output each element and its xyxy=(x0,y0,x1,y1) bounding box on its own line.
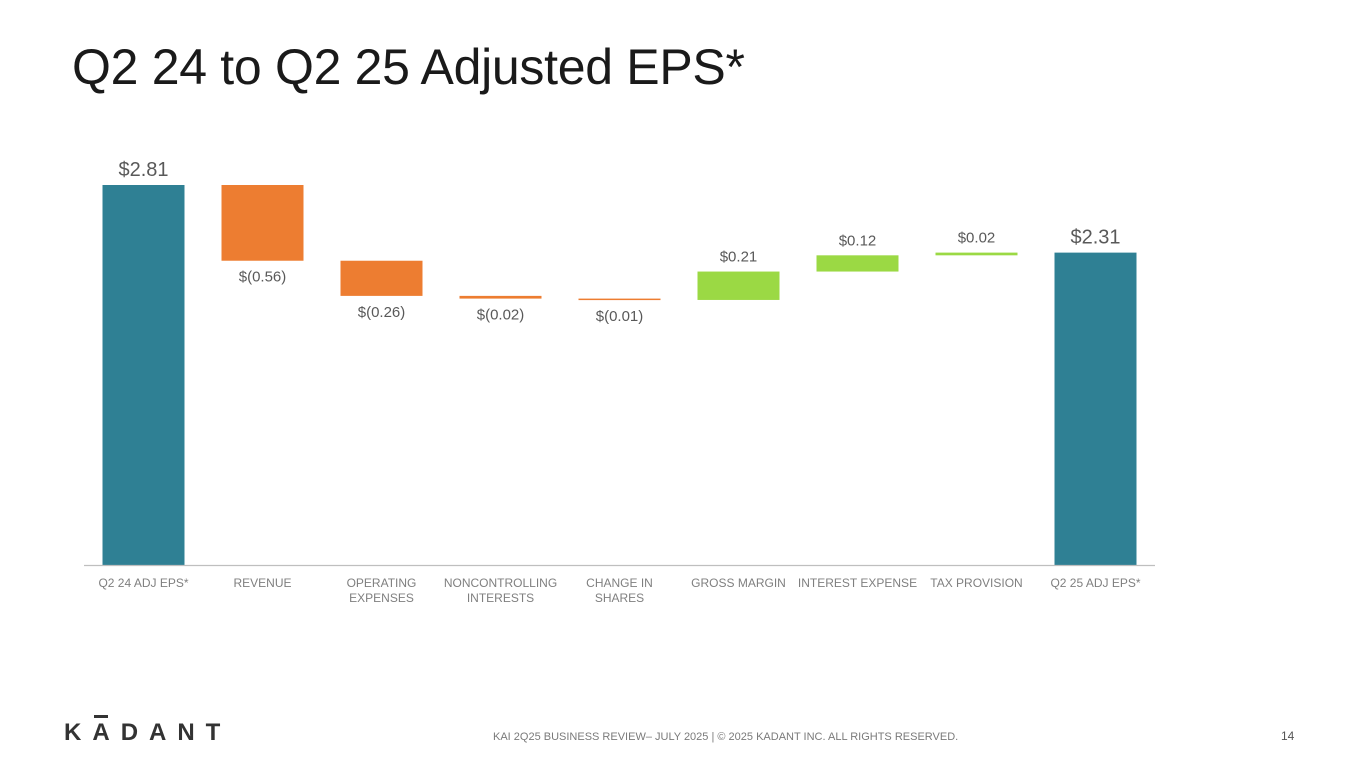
data-label-2: $(0.56) xyxy=(239,269,287,286)
category-label-line: INTEREST EXPENSE xyxy=(798,576,917,590)
category-label-8: TAX PROVISION xyxy=(930,576,1022,590)
category-label-line: Q2 24 ADJ EPS* xyxy=(98,576,188,590)
data-label-6: $0.21 xyxy=(720,249,758,266)
category-label-line: OPERATING xyxy=(347,576,417,590)
category-label-line: CHANGE IN xyxy=(586,576,653,590)
category-label-line: GROSS MARGIN xyxy=(691,576,786,590)
logo-letter-a-macron: A xyxy=(92,715,121,746)
category-label-1: Q2 24 ADJ EPS* xyxy=(98,576,188,590)
category-label-line: Q2 25 ADJ EPS* xyxy=(1050,576,1140,590)
data-label-7: $0.12 xyxy=(839,232,877,249)
data-label-4: $(0.02) xyxy=(477,307,525,324)
category-label-line: TAX PROVISION xyxy=(930,576,1022,590)
bar-9 xyxy=(1054,252,1137,565)
kadant-logo: KADANT xyxy=(64,715,232,747)
category-label-line: SHARES xyxy=(595,591,644,605)
logo-letter-k: K xyxy=(64,719,93,746)
bar-4 xyxy=(459,295,542,299)
data-label-8: $0.02 xyxy=(958,230,996,247)
data-label-9: $2.31 xyxy=(1070,227,1120,249)
category-label-4: NONCONTROLLING INTERESTS xyxy=(444,576,557,605)
category-label-6: GROSS MARGIN xyxy=(691,576,786,590)
bar-8 xyxy=(935,252,1018,256)
category-label-9: Q2 25 ADJ EPS* xyxy=(1050,576,1140,590)
page-number: 14 xyxy=(1281,729,1295,743)
footer-copyright: KAI 2Q25 BUSINESS REVIEW– JULY 2025 | © … xyxy=(493,731,959,743)
category-label-5: CHANGE IN SHARES xyxy=(586,576,653,605)
data-label-1: $2.81 xyxy=(118,159,168,181)
category-label-2: REVENUE xyxy=(233,576,291,590)
bar-2 xyxy=(221,185,304,261)
category-label-3: OPERATING EXPENSES xyxy=(347,576,417,605)
category-label-line: INTERESTS xyxy=(467,591,534,605)
bar-5 xyxy=(578,298,661,301)
logo-letters-rest: DANT xyxy=(120,719,232,746)
category-label-line: REVENUE xyxy=(233,576,291,590)
bar-3 xyxy=(340,260,423,296)
bar-7 xyxy=(816,255,899,272)
category-label-7: INTEREST EXPENSE xyxy=(798,576,917,590)
slide-title: Q2 24 to Q2 25 Adjusted EPS* xyxy=(72,39,745,95)
data-label-5: $(0.01) xyxy=(596,308,644,325)
bar-1 xyxy=(102,185,185,565)
category-label-line: NONCONTROLLING xyxy=(444,576,557,590)
bar-6 xyxy=(697,271,780,300)
data-label-3: $(0.26) xyxy=(358,304,406,321)
category-label-line: EXPENSES xyxy=(349,591,414,605)
